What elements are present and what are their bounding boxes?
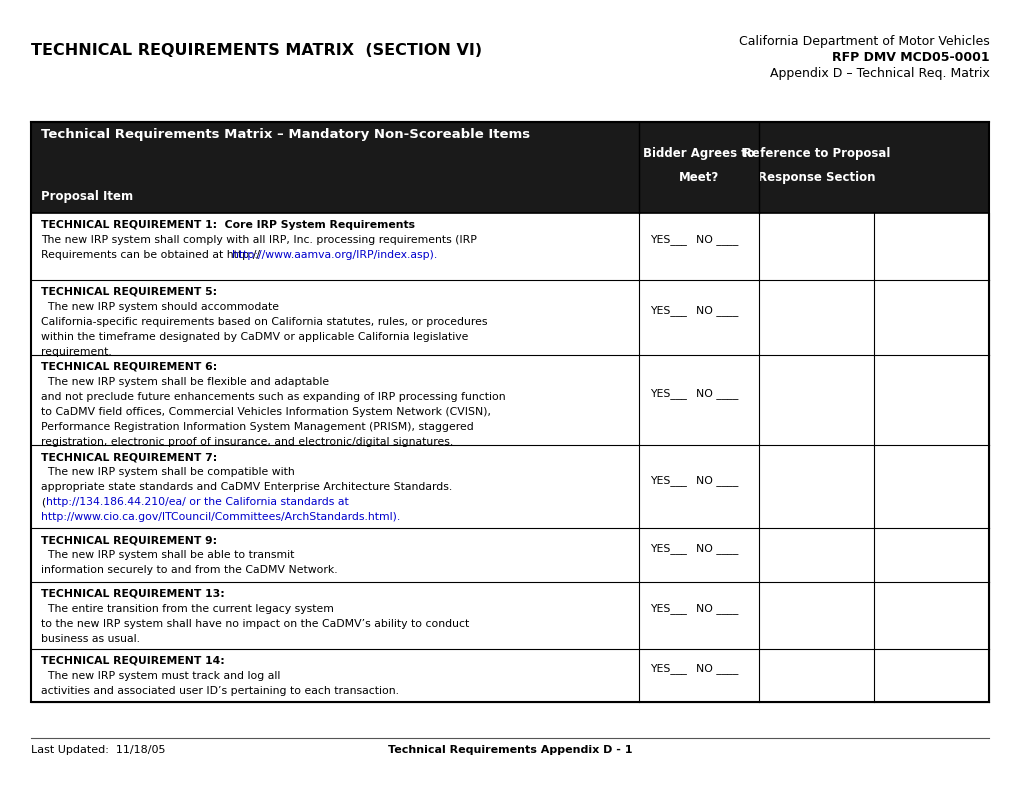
Text: TECHNICAL REQUIREMENT 7:: TECHNICAL REQUIREMENT 7: — [41, 452, 217, 463]
Text: TECHNICAL REQUIREMENT 14:: TECHNICAL REQUIREMENT 14: — [41, 656, 224, 666]
Text: TECHNICAL REQUIREMENT 6:: TECHNICAL REQUIREMENT 6: — [41, 362, 217, 372]
Text: NO ____: NO ____ — [695, 543, 737, 554]
Text: within the timeframe designated by CaDMV or applicable California legislative: within the timeframe designated by CaDMV… — [41, 332, 468, 342]
Text: requirement.: requirement. — [41, 347, 111, 357]
Text: registration, electronic proof of insurance, and electronic/digital signatures.: registration, electronic proof of insura… — [41, 437, 452, 447]
Text: activities and associated user ID’s pertaining to each transaction.: activities and associated user ID’s pert… — [41, 686, 398, 696]
Text: NO ____: NO ____ — [695, 388, 737, 399]
Text: to the new IRP system shall have no impact on the CaDMV’s ability to conduct: to the new IRP system shall have no impa… — [41, 619, 469, 629]
Text: and not preclude future enhancements such as expanding of IRP processing functio: and not preclude future enhancements suc… — [41, 392, 505, 402]
Text: http://134.186.44.210/ea/ or the California standards at: http://134.186.44.210/ea/ or the Califor… — [46, 497, 348, 507]
Text: RFP DMV MCD05-0001: RFP DMV MCD05-0001 — [830, 51, 988, 64]
Text: business as usual.: business as usual. — [41, 634, 140, 644]
Text: appropriate state standards and CaDMV Enterprise Architecture Standards.: appropriate state standards and CaDMV En… — [41, 482, 451, 492]
Bar — [31, 280, 988, 355]
Text: NO ____: NO ____ — [695, 235, 737, 245]
Text: Bidder Agrees to: Bidder Agrees to — [643, 147, 754, 160]
Text: The new IRP system shall be flexible and adaptable: The new IRP system shall be flexible and… — [41, 377, 328, 387]
Text: The new IRP system shall comply with all IRP, Inc. processing requirements (IRP: The new IRP system shall comply with all… — [41, 235, 476, 245]
Text: NO ____: NO ____ — [695, 475, 737, 485]
Bar — [31, 582, 988, 649]
Text: to CaDMV field offices, Commercial Vehicles Information System Network (CVISN),: to CaDMV field offices, Commercial Vehic… — [41, 407, 490, 417]
Text: http://www.aamva.org/IRP/index.asp).: http://www.aamva.org/IRP/index.asp). — [231, 250, 436, 260]
Bar — [31, 122, 988, 213]
Text: NO ____: NO ____ — [695, 604, 737, 614]
Text: TECHNICAL REQUIREMENT 9:: TECHNICAL REQUIREMENT 9: — [41, 535, 217, 545]
Text: YES___: YES___ — [649, 306, 686, 316]
Bar — [31, 355, 988, 445]
Text: Requirements can be obtained at http://: Requirements can be obtained at http:// — [41, 250, 260, 260]
Text: YES___: YES___ — [649, 235, 686, 245]
Text: The new IRP system must track and log all: The new IRP system must track and log al… — [41, 671, 280, 681]
Text: Response Section: Response Section — [757, 172, 874, 184]
Text: California Department of Motor Vehicles: California Department of Motor Vehicles — [738, 35, 988, 48]
Text: Proposal Item: Proposal Item — [41, 191, 132, 203]
Text: TECHNICAL REQUIREMENT 5:: TECHNICAL REQUIREMENT 5: — [41, 287, 217, 297]
Text: The entire transition from the current legacy system: The entire transition from the current l… — [41, 604, 333, 614]
Text: NO ____: NO ____ — [695, 663, 737, 675]
Text: TECHNICAL REQUIREMENT 13:: TECHNICAL REQUIREMENT 13: — [41, 589, 224, 599]
Text: Performance Registration Information System Management (PRISM), staggered: Performance Registration Information Sys… — [41, 422, 473, 432]
Bar — [31, 528, 988, 582]
Bar — [31, 445, 988, 528]
Text: TECHNICAL REQUIREMENTS MATRIX  (SECTION VI): TECHNICAL REQUIREMENTS MATRIX (SECTION V… — [31, 43, 481, 58]
Text: Reference to Proposal: Reference to Proposal — [743, 147, 890, 160]
Bar — [31, 213, 988, 280]
Text: California-specific requirements based on California statutes, rules, or procedu: California-specific requirements based o… — [41, 317, 487, 327]
Text: YES___: YES___ — [649, 388, 686, 399]
Bar — [31, 649, 988, 702]
Text: TECHNICAL REQUIREMENT 1:  Core IRP System Requirements: TECHNICAL REQUIREMENT 1: Core IRP System… — [41, 220, 415, 230]
Text: YES___: YES___ — [649, 663, 686, 675]
Text: The new IRP system should accommodate: The new IRP system should accommodate — [41, 302, 278, 312]
Text: Last Updated:  11/18/05: Last Updated: 11/18/05 — [31, 745, 165, 755]
Bar — [31, 122, 988, 702]
Text: (: ( — [41, 497, 45, 507]
Text: The new IRP system shall be able to transmit: The new IRP system shall be able to tran… — [41, 550, 293, 560]
Text: YES___: YES___ — [649, 543, 686, 554]
Text: http://www.cio.ca.gov/ITCouncil/Committees/ArchStandards.html).: http://www.cio.ca.gov/ITCouncil/Committe… — [41, 512, 399, 522]
Text: information securely to and from the CaDMV Network.: information securely to and from the CaD… — [41, 565, 337, 575]
Text: YES___: YES___ — [649, 475, 686, 485]
Text: Appendix D – Technical Req. Matrix: Appendix D – Technical Req. Matrix — [768, 67, 988, 80]
Text: The new IRP system shall be compatible with: The new IRP system shall be compatible w… — [41, 467, 294, 478]
Text: Meet?: Meet? — [679, 172, 718, 184]
Text: Technical Requirements Appendix D - 1: Technical Requirements Appendix D - 1 — [387, 745, 632, 755]
Text: NO ____: NO ____ — [695, 306, 737, 316]
Text: Technical Requirements Matrix – Mandatory Non-Scoreable Items: Technical Requirements Matrix – Mandator… — [41, 128, 530, 141]
Text: YES___: YES___ — [649, 604, 686, 614]
